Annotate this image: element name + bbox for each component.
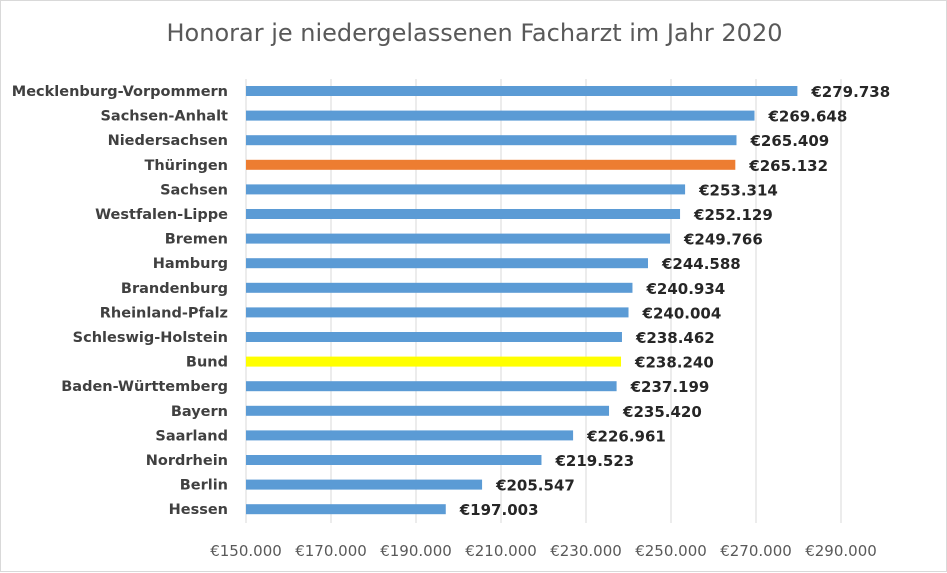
category-label: Niedersachsen xyxy=(108,133,228,149)
bar xyxy=(246,110,755,121)
category-label: Hessen xyxy=(169,502,228,518)
data-label: €205.547 xyxy=(495,477,575,495)
bar xyxy=(246,307,629,318)
data-label: €235.420 xyxy=(622,403,702,421)
data-label: €238.462 xyxy=(635,329,715,347)
category-label: Rheinland-Pfalz xyxy=(100,305,228,321)
category-label: Baden-Württemberg xyxy=(61,379,228,395)
category-label: Bund xyxy=(186,355,228,371)
data-label: €279.738 xyxy=(810,83,890,101)
bar xyxy=(246,159,736,170)
bar xyxy=(246,405,610,416)
category-labels: Mecklenburg-Vorpommern Sachsen-Anhalt Nied… xyxy=(12,84,228,518)
data-label: €238.240 xyxy=(634,354,714,372)
category-label: Bremen xyxy=(165,232,228,248)
category-label: Sachsen-Anhalt xyxy=(100,109,228,125)
bar xyxy=(246,479,483,490)
category-label: Hamburg xyxy=(153,256,228,272)
category-label: Bayern xyxy=(171,404,228,420)
x-tick-label: €210.000 xyxy=(465,542,537,560)
category-label: Mecklenburg-Vorpommern xyxy=(12,84,228,100)
x-tick-label: €230.000 xyxy=(550,542,622,560)
x-tick-label: €190.000 xyxy=(380,542,452,560)
data-label: €269.648 xyxy=(768,108,848,126)
x-tick-label: €290.000 xyxy=(805,542,877,560)
category-label: Berlin xyxy=(180,478,228,494)
data-label: €249.766 xyxy=(683,231,763,249)
bar xyxy=(246,332,622,342)
data-label: €197.003 xyxy=(459,501,539,519)
data-label: €226.961 xyxy=(586,427,666,445)
category-label: Brandenburg xyxy=(121,281,228,297)
bar xyxy=(246,504,446,515)
data-label: €244.588 xyxy=(661,255,741,273)
data-label: €240.934 xyxy=(645,280,725,298)
data-label: €252.129 xyxy=(693,206,773,224)
x-tick-label: €270.000 xyxy=(720,542,792,560)
bar xyxy=(246,209,681,219)
bar xyxy=(246,184,686,195)
category-label: Sachsen xyxy=(160,182,228,198)
bar xyxy=(246,135,737,146)
category-label: Thüringen xyxy=(144,158,228,174)
x-axis-ticks: €150.000 €170.000 €190.000 €210.000 €230.000… xyxy=(210,542,877,560)
data-label: €237.199 xyxy=(630,378,710,396)
gridlines xyxy=(245,79,842,523)
data-label: €240.004 xyxy=(642,304,722,322)
bar xyxy=(246,381,617,392)
bar xyxy=(246,258,648,269)
x-tick-label: €170.000 xyxy=(295,542,367,560)
data-label: €265.409 xyxy=(749,132,829,150)
bar xyxy=(246,455,542,465)
bars xyxy=(246,86,798,515)
bar xyxy=(246,233,671,244)
bar xyxy=(246,282,633,293)
bar xyxy=(246,86,798,96)
data-label: €265.132 xyxy=(748,157,828,175)
bar xyxy=(246,356,622,367)
x-tick-label: €150.000 xyxy=(210,542,282,560)
category-label: Schleswig-Holstein xyxy=(73,330,228,346)
value-labels: €279.738 €269.648 €265.409 €265.132 €253.314… xyxy=(459,83,890,519)
bar xyxy=(246,430,574,441)
data-label: €253.314 xyxy=(698,181,778,199)
x-tick-label: €250.000 xyxy=(635,542,707,560)
chart-title: Honorar je niedergelassenen Facharzt im … xyxy=(166,19,783,47)
category-label: Nordrhein xyxy=(146,453,228,469)
category-label: Westfalen-Lippe xyxy=(95,207,228,223)
category-label: Saarland xyxy=(155,428,228,444)
data-label: €219.523 xyxy=(554,452,634,470)
